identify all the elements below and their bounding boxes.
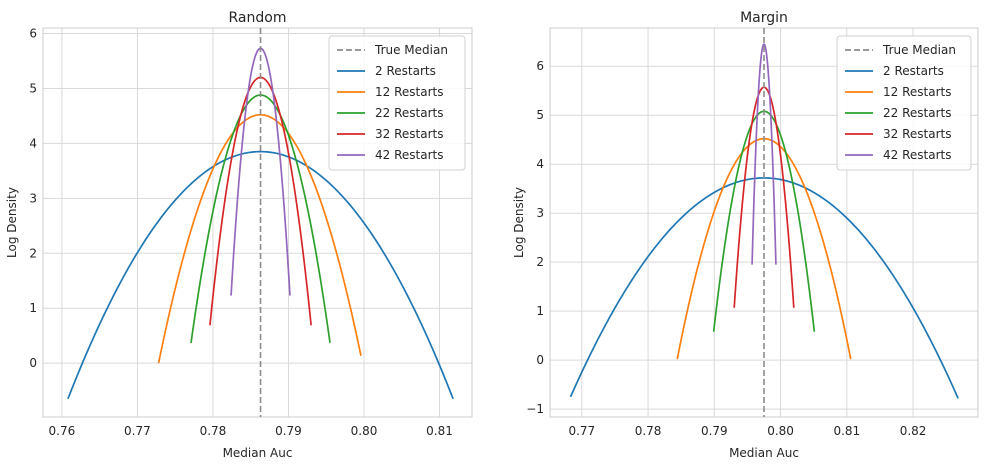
chart-title: Random [229,10,287,26]
legend-label: 12 Restarts [375,85,443,99]
legend-label: 42 Restarts [883,148,951,162]
x-tick-label: 0.78 [200,424,227,438]
x-axis-label: Median Auc [223,446,293,460]
chart-title: Margin [740,10,788,26]
x-tick-label: 0.77 [124,424,151,438]
y-axis-label: Log Density [5,187,19,258]
x-tick-label: 0.79 [701,424,728,438]
x-tick-label: 0.81 [833,424,860,438]
x-tick-label: 0.78 [635,424,662,438]
y-tick-label: 6 [536,59,544,73]
legend-label: 42 Restarts [375,148,443,162]
legend-label: 32 Restarts [375,127,443,141]
legend: True Median 2 Restarts 12 Restarts 22 Resta… [836,35,972,171]
legend: True Median 2 Restarts 12 Restarts 22 Resta… [328,35,466,171]
x-tick-label: 0.81 [426,424,453,438]
y-tick-label: 5 [536,108,544,122]
legend-box [328,35,466,171]
legend-label: 2 Restarts [375,64,436,78]
y-tick-label: −1 [526,402,544,416]
legend-label: 22 Restarts [375,106,443,120]
y-tick-label: 3 [536,206,544,220]
y-axis-label: Log Density [512,187,526,258]
y-tick-label: 4 [29,136,37,150]
y-tick-label: 6 [29,26,37,40]
chart-panel-random: 0.76 0.77 0.78 0.79 0.80 0.81 0 1 2 3 4 5 6 Median Au… [5,10,473,460]
x-tick-label: 0.80 [351,424,378,438]
y-tick-label: 1 [29,301,37,315]
legend-label: 32 Restarts [883,127,951,141]
x-tick-label: 0.76 [49,424,76,438]
series-line-42-restarts [751,43,777,265]
y-tick-label: 2 [29,246,37,260]
y-tick-label: 5 [29,81,37,95]
legend-label: 22 Restarts [883,106,951,120]
y-tick-label: 0 [29,356,37,370]
series-line-2-restarts [67,150,454,400]
legend-label: 12 Restarts [883,85,951,99]
x-axis-label: Median Auc [729,446,799,460]
x-tick-label: 0.77 [568,424,595,438]
y-tick-label: 1 [536,304,544,318]
legend-box [836,35,972,171]
y-tick-label: 0 [536,353,544,367]
legend-label: True Median [882,43,956,57]
legend-label: 2 Restarts [883,64,944,78]
y-tick-label: 2 [536,255,544,269]
y-tick-label: 3 [29,191,37,205]
x-tick-label: 0.82 [900,424,927,438]
y-tick-label: 4 [536,157,544,171]
chart-panel-margin: 0.77 0.78 0.79 0.80 0.81 0.82 −1 0 1 2 3 4 5 6 Median … [512,10,979,460]
x-tick-label: 0.79 [275,424,302,438]
x-tick-label: 0.80 [767,424,794,438]
legend-label: True Median [374,43,448,57]
plot-frame [42,27,473,418]
